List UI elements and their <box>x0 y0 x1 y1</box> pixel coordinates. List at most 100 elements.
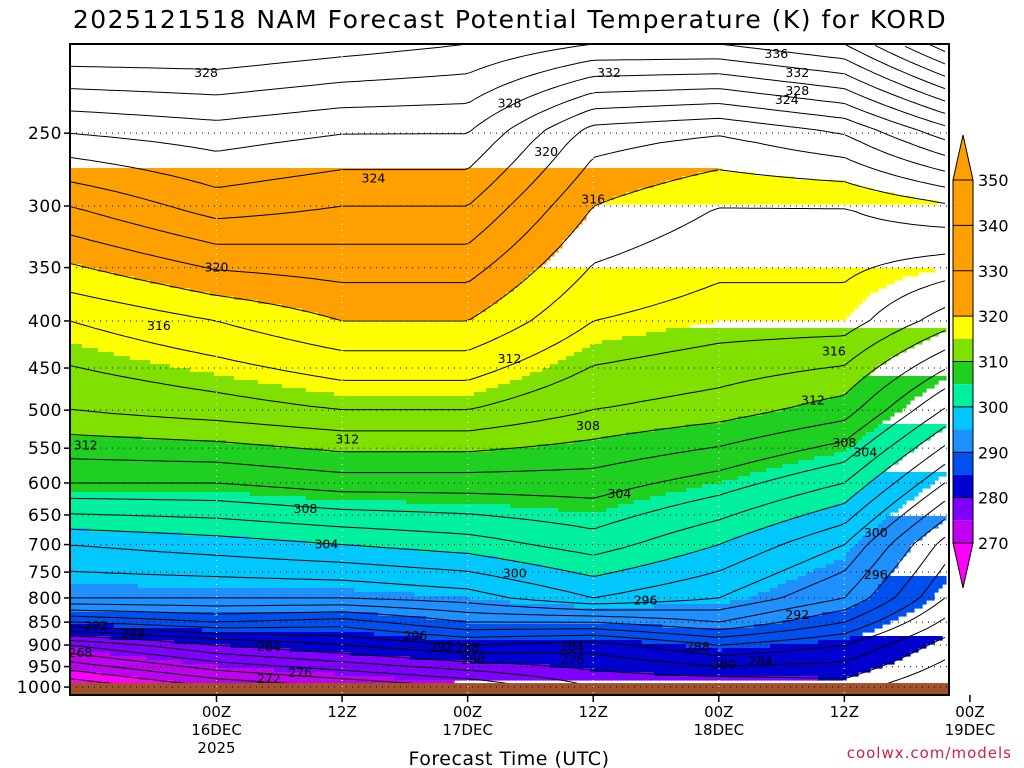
field-cell <box>726 540 859 545</box>
field-cell <box>858 540 915 545</box>
field-cell <box>70 248 559 253</box>
field-cell <box>722 648 919 653</box>
contour-label: 288 <box>456 640 480 655</box>
field-cell <box>542 368 875 373</box>
colorbar-segment <box>953 248 973 271</box>
isentrope-340 <box>904 45 946 65</box>
y-tick-label: 1000 <box>17 678 62 698</box>
field-cell <box>70 352 115 357</box>
contour-label: 320 <box>205 260 229 275</box>
field-cell <box>70 324 691 329</box>
field-cell <box>70 300 259 305</box>
isentrope-332 <box>70 58 946 121</box>
colorbar: 270 280 290 300 310 320 330 340 350 <box>952 134 1009 589</box>
field-cell <box>282 304 491 309</box>
field-cell <box>70 448 323 453</box>
y-tick-label: 600 <box>28 474 62 494</box>
field-cell <box>806 572 891 577</box>
field-cell <box>70 520 783 525</box>
field-cell <box>510 504 619 509</box>
field-cell <box>70 184 655 189</box>
field-cell <box>522 376 863 381</box>
field-cell <box>70 372 215 377</box>
field-cell <box>102 672 335 677</box>
field-cell <box>70 284 171 289</box>
isentrope-310 <box>70 330 946 453</box>
field-cell <box>70 304 283 309</box>
field-cell <box>846 448 915 453</box>
field-cell <box>770 524 879 529</box>
field-cell <box>218 664 551 669</box>
x-tick-label: 00Z <box>202 703 231 721</box>
field-cell <box>70 344 83 349</box>
x-tick-label: 00Z <box>453 703 482 721</box>
field-cell <box>474 660 895 665</box>
isentrope-290 <box>70 518 946 631</box>
isentrope-300 <box>70 426 946 577</box>
field-cell <box>846 608 915 613</box>
field-cell <box>170 364 551 369</box>
field-cell <box>834 560 899 565</box>
colorbar-segment <box>953 429 973 453</box>
field-cell <box>818 640 935 645</box>
field-cell <box>410 656 903 661</box>
field-cell <box>70 332 647 337</box>
field-cell <box>862 536 923 541</box>
field-cell <box>70 604 575 609</box>
field-cell <box>70 480 723 485</box>
field-cell <box>858 440 923 445</box>
field-cell <box>850 388 927 393</box>
field-cell <box>470 552 687 557</box>
contour-label: 292 <box>785 607 809 622</box>
field-cell <box>70 252 555 257</box>
field-cell <box>70 280 151 285</box>
x-tick-label: 2025 <box>197 739 235 757</box>
field-cell <box>518 560 659 565</box>
field-cell <box>70 228 575 233</box>
field-cell <box>70 360 151 365</box>
y-tick-label: 400 <box>28 312 62 332</box>
contour-label: 304 <box>853 445 877 460</box>
field-cell <box>730 600 863 605</box>
field-cell <box>98 268 535 273</box>
field-cell <box>634 500 847 505</box>
contour-label: 304 <box>607 486 631 501</box>
field-cell <box>230 644 687 649</box>
field-cell <box>70 648 79 653</box>
field-cell <box>70 632 375 637</box>
field-cell <box>674 556 847 561</box>
contour-label: 288 <box>686 639 710 654</box>
field-cell <box>718 648 723 653</box>
isentrope-302 <box>70 407 946 556</box>
field-cell <box>138 676 395 681</box>
chart-title: 2025121518 NAM Forecast Potential Temper… <box>73 5 947 34</box>
field-cell <box>854 384 935 389</box>
field-cell <box>698 172 755 177</box>
field-cell <box>70 640 175 645</box>
field-cell <box>70 564 543 569</box>
field-cell <box>70 288 191 293</box>
contour-label: 284 <box>749 654 773 669</box>
field-cell <box>70 240 563 245</box>
field-cell <box>174 640 643 645</box>
field-cell <box>846 552 907 557</box>
field-cell <box>870 596 935 601</box>
colorbar-segment <box>953 270 973 294</box>
field-cell <box>70 208 591 213</box>
field-cell <box>414 592 759 597</box>
y-tick-label: 450 <box>28 359 62 379</box>
field-cell <box>558 360 887 365</box>
colorbar-segment <box>953 406 973 430</box>
field-cell <box>70 236 567 241</box>
field-cell <box>70 296 235 301</box>
field-cell <box>134 276 527 281</box>
field-cell <box>606 508 823 513</box>
field-cell <box>70 680 175 685</box>
isentrope-284 <box>70 597 946 656</box>
field-cell <box>886 576 947 581</box>
field-cell <box>70 400 815 405</box>
field-cell <box>530 372 871 377</box>
field-cell <box>78 648 291 653</box>
colorbar-segment <box>953 225 973 249</box>
field-cell <box>702 484 867 489</box>
